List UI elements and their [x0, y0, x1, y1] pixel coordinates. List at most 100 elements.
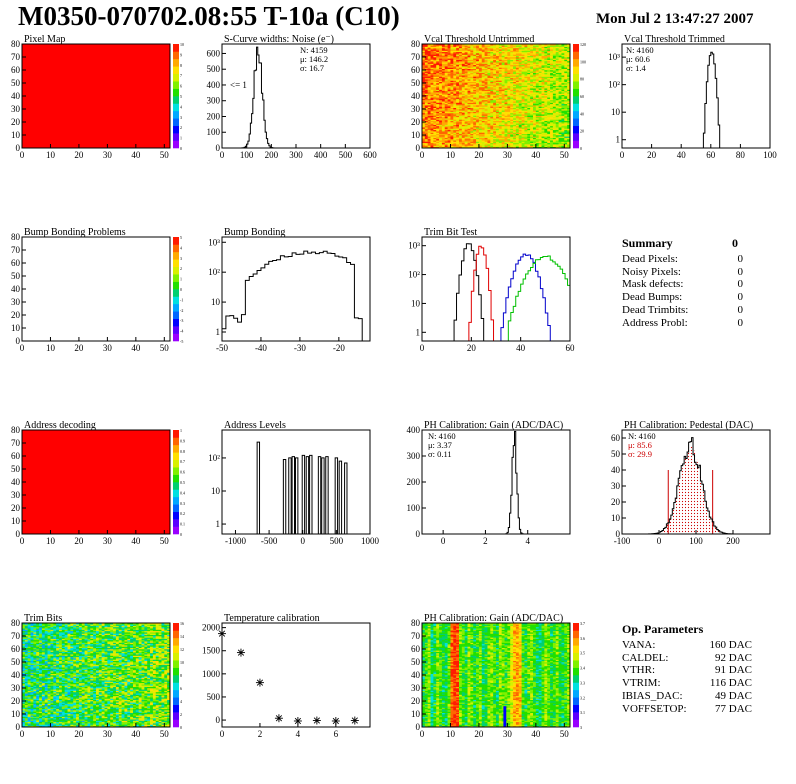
- yaxis-tick-label: 80: [411, 618, 421, 628]
- yaxis-tick-label: 0: [416, 529, 421, 539]
- xaxis-tick-label: 40: [531, 729, 541, 739]
- yaxis-tick-label: 400: [207, 80, 221, 90]
- xaxis-tick-label: 100: [240, 150, 254, 160]
- yaxis-tick-label: 40: [611, 465, 621, 475]
- level-spike: [345, 463, 347, 534]
- yaxis-tick-label: 50: [11, 78, 21, 88]
- xaxis-tick-label: 2: [258, 729, 263, 739]
- xaxis-tick-label: 100: [689, 536, 703, 546]
- yaxis-tick-label: 10²: [208, 267, 220, 277]
- xaxis-tick-label: 20: [467, 343, 477, 353]
- plot-frame: [222, 44, 370, 148]
- color-bar: [173, 623, 179, 727]
- zaxis-tick-label: 0: [180, 725, 182, 730]
- hist-line: [222, 47, 370, 148]
- param-value: 91 DAC: [715, 664, 752, 676]
- xaxis-tick-label: 40: [131, 150, 141, 160]
- xaxis-tick-label: 30: [103, 343, 113, 353]
- xaxis-tick-label: 10: [46, 729, 56, 739]
- xaxis-tick-label: 50: [160, 536, 170, 546]
- zaxis-tick-label: 6: [180, 84, 182, 89]
- hist-series-2: [422, 254, 570, 341]
- zaxis-tick-label: 2: [180, 712, 182, 717]
- param-label: VANA:: [622, 639, 655, 651]
- chart-title: Vcal Threshold Trimmed: [624, 34, 725, 45]
- level-spike: [283, 459, 285, 534]
- xaxis-tick-label: 50: [560, 729, 570, 739]
- zaxis-tick-label: 1: [180, 428, 182, 433]
- xaxis-tick-label: 20: [74, 343, 84, 353]
- heatmap-fill: [22, 430, 170, 534]
- xaxis-tick-label: 4: [525, 536, 530, 546]
- yaxis-tick-label: 80: [11, 618, 21, 628]
- zaxis-tick-label: 3: [180, 115, 182, 120]
- zaxis-tick-label: 40: [580, 111, 584, 116]
- param-label: Address Probl:: [622, 317, 688, 329]
- heatmap-cells: [22, 430, 170, 534]
- chart-title: Address decoding: [24, 420, 96, 431]
- xaxis-tick-label: 100: [763, 150, 777, 160]
- zaxis-tick-label: 8: [180, 63, 182, 68]
- xaxis-tick-label: 0: [420, 343, 425, 353]
- scatter-point: [351, 717, 359, 725]
- xaxis-tick-label: 30: [103, 536, 113, 546]
- color-bar: [573, 623, 579, 727]
- xaxis-tick-label: 0: [220, 150, 225, 160]
- timestamp: Mon Jul 2 13:47:27 2007: [596, 11, 754, 28]
- scatter-point: [275, 714, 283, 722]
- yaxis-tick-label: 30: [611, 481, 621, 491]
- zaxis-tick-label: 3.6: [580, 636, 585, 641]
- zaxis-tick-label: 12: [180, 647, 184, 652]
- zaxis-tick-label: 60: [580, 94, 584, 99]
- xaxis-tick-label: 50: [560, 150, 570, 160]
- zaxis-tick-label: 0.3: [180, 501, 185, 506]
- yaxis-tick-label: 1: [216, 327, 221, 337]
- yaxis-tick-label: 20: [11, 503, 21, 513]
- xaxis-tick-label: 400: [314, 150, 328, 160]
- yaxis-tick-label: 10: [411, 298, 421, 308]
- zaxis-tick-label: 1: [180, 277, 182, 282]
- zaxis-tick-label: 120: [580, 42, 586, 47]
- xaxis-tick-label: 40: [131, 343, 141, 353]
- yaxis-tick-label: 50: [11, 657, 21, 667]
- chart-title: S-Curve widths: Noise (e⁻): [224, 34, 334, 45]
- yaxis-tick-label: 10: [11, 323, 21, 333]
- yaxis-tick-label: 0: [16, 143, 21, 153]
- param-value: 0: [738, 291, 744, 303]
- stats-entry: σ: 0.11: [428, 449, 452, 459]
- zaxis-tick-label: 4: [180, 245, 182, 250]
- param-label: CALDEL:: [622, 652, 668, 664]
- xaxis-tick-label: 50: [160, 150, 170, 160]
- stats-entry: σ: 29.9: [628, 449, 652, 459]
- yaxis-tick-label: 50: [411, 78, 421, 88]
- zaxis-tick-label: 0.4: [180, 490, 185, 495]
- xaxis-tick-label: 10: [46, 536, 56, 546]
- yaxis-tick-label: 50: [411, 657, 421, 667]
- zaxis-tick-label: 14: [180, 634, 184, 639]
- zaxis-tick-label: 3.3: [580, 680, 585, 685]
- yaxis-tick-label: 80: [11, 232, 21, 242]
- level-spike: [306, 457, 308, 534]
- chart-title: Temperature calibration: [224, 613, 320, 624]
- param-label: Dead Bumps:: [622, 291, 682, 303]
- xaxis-tick-label: 40: [131, 729, 141, 739]
- xaxis-tick-label: 2: [483, 536, 488, 546]
- page-title: M0350-070702.08:55 T-10a (C10): [18, 1, 400, 32]
- xaxis-tick-label: 0: [620, 150, 625, 160]
- xaxis-tick-label: 30: [503, 729, 513, 739]
- param-label: VTRIM:: [622, 677, 661, 689]
- param-value: 0: [738, 266, 744, 278]
- zaxis-tick-label: 6: [180, 686, 182, 691]
- yaxis-tick-label: 0: [16, 722, 21, 732]
- xaxis-tick-label: 0: [220, 729, 225, 739]
- zaxis-tick-label: 0: [580, 146, 582, 151]
- xaxis-tick-label: 40: [131, 536, 141, 546]
- yaxis-tick-label: 10³: [408, 241, 420, 251]
- yaxis-tick-label: 70: [411, 52, 421, 62]
- yaxis-tick-label: 0: [16, 529, 21, 539]
- yaxis-tick-label: 40: [11, 284, 21, 294]
